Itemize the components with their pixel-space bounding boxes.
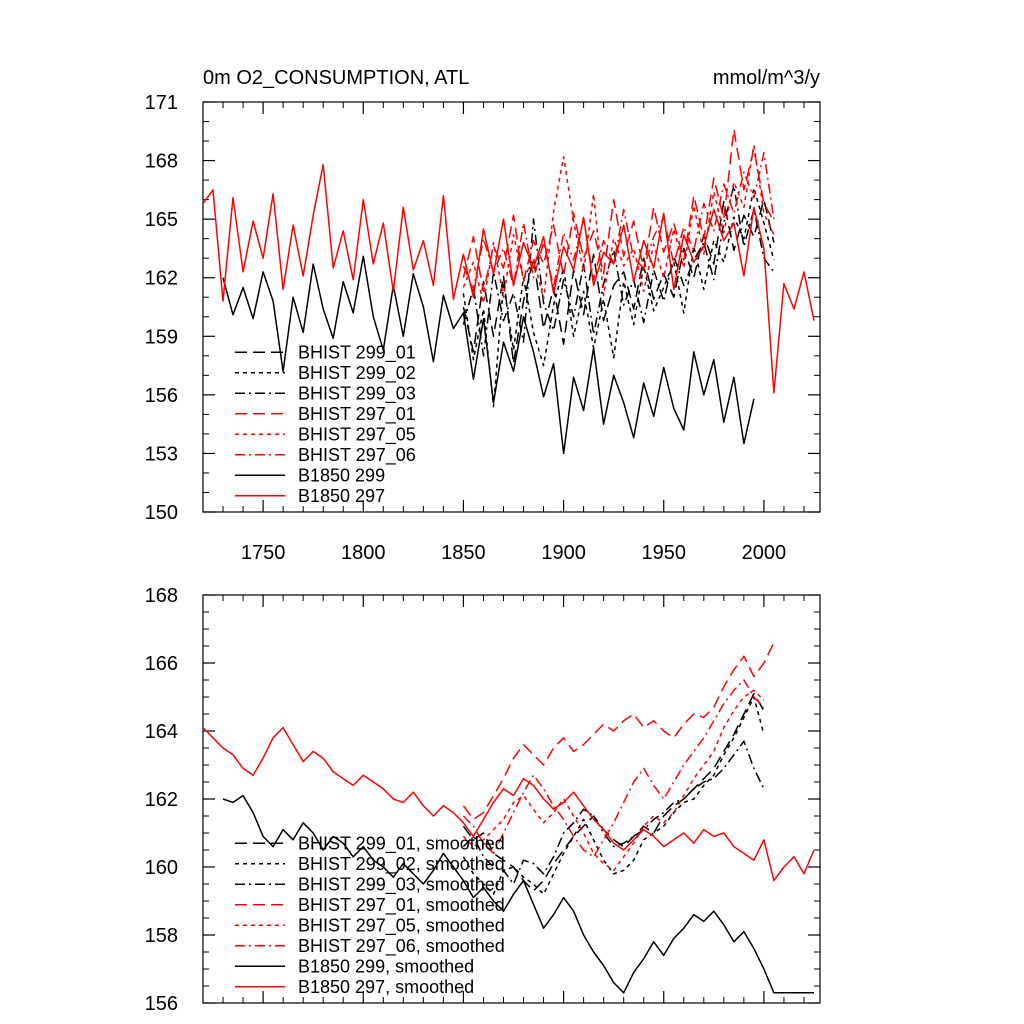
legend-label: BHIST 297_06, smoothed <box>298 936 505 957</box>
legend-label: B1850 299 <box>298 465 385 485</box>
legend-label: B1850 297 <box>298 486 385 506</box>
series-line <box>462 692 765 892</box>
series-line <box>462 185 775 357</box>
legend-label: B1850 297, smoothed <box>298 977 474 997</box>
y-tick-label: 156 <box>145 385 178 407</box>
x-tick-label: 1900 <box>541 542 586 564</box>
x-tick-label: 1950 <box>641 542 686 564</box>
series-line <box>462 144 775 304</box>
series-line <box>462 152 775 291</box>
x-tick-label: 1850 <box>441 542 486 564</box>
legend-label: BHIST 299_01, smoothed <box>298 833 505 854</box>
series-line <box>462 642 775 821</box>
panel-top: 1750 1800 1850 1900 1950 2000 150 153 156 159 162 1… <box>145 92 821 564</box>
legend-label: B1850 299, smoothed <box>298 956 474 976</box>
series-line <box>222 794 814 994</box>
series-line <box>203 163 815 394</box>
series-line <box>462 187 775 408</box>
y-tick-label: 158 <box>145 925 178 947</box>
series-group <box>203 128 815 455</box>
y-tick-label: 164 <box>145 721 178 743</box>
legend-label: BHIST 299_01 <box>298 342 416 363</box>
series-line <box>462 689 765 872</box>
plot-frame <box>202 101 821 513</box>
legend-label: BHIST 299_03 <box>298 383 416 404</box>
y-tick-label: 156 <box>145 993 178 1015</box>
y-tick-label: 150 <box>145 502 178 524</box>
series-line <box>222 255 755 455</box>
legend-label: BHIST 297_06 <box>298 445 416 466</box>
y-tick-label: 168 <box>145 151 178 173</box>
y-tick-label: 165 <box>145 209 178 231</box>
legend-label: BHIST 299_02, smoothed <box>298 854 505 875</box>
y-tick-label: 168 <box>145 585 178 607</box>
y-tick-label: 162 <box>145 789 178 811</box>
legend-label: BHIST 297_05 <box>298 424 416 445</box>
series-line <box>462 740 765 885</box>
series-group <box>203 642 815 994</box>
y-tick-label: 162 <box>145 268 178 290</box>
y-tick-label: 160 <box>145 857 178 879</box>
legend-label: BHIST 297_01, smoothed <box>298 895 505 916</box>
legend-label: BHIST 299_02 <box>298 363 416 384</box>
y-tick-label: 159 <box>145 326 178 348</box>
panel-bottom: 156 158 160 162 164 166 168 BHIST 299_01, smoot… <box>145 585 821 1015</box>
series-line <box>462 679 765 858</box>
legend-label: BHIST 297_01 <box>298 404 416 425</box>
y-tick-label: 171 <box>145 92 178 114</box>
legend-label: BHIST 297_05, smoothed <box>298 915 505 936</box>
series-line <box>203 726 815 882</box>
x-tick-label: 1800 <box>341 542 386 564</box>
x-tick-label: 1750 <box>241 542 286 564</box>
legend-label: BHIST 299_03, smoothed <box>298 874 505 895</box>
units-label: mmol/m^3/y <box>713 67 820 89</box>
x-tick-label: 2000 <box>742 542 787 564</box>
series-line <box>462 696 765 895</box>
y-tick-label: 153 <box>145 443 178 465</box>
plot-frame <box>202 594 821 1004</box>
plot-title: 0m O2_CONSUMPTION, ATL <box>203 67 469 89</box>
y-tick-label: 166 <box>145 653 178 675</box>
series-line <box>462 128 775 293</box>
